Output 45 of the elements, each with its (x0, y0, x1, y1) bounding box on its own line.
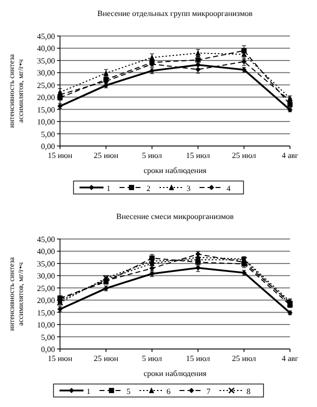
x-tick-label: 15 июл (186, 354, 210, 363)
legend-label: 2 (146, 184, 150, 193)
y-tick-label: 15,00 (37, 308, 55, 318)
x-axis-title: сроки наблюдения (144, 166, 207, 175)
y-tick-label: 0,00 (41, 142, 55, 151)
x-tick-label: 15 июл (186, 151, 210, 160)
x-tick-label: 15 июн (48, 354, 73, 363)
x-tick-label: 25 июл (232, 151, 256, 160)
y-tick-label: 20,00 (37, 93, 55, 102)
y-tick-label: 0,00 (41, 345, 55, 354)
legend-label: 8 (246, 387, 250, 396)
x-tick-label: 5 июл (142, 151, 162, 160)
y-tick-label: 25,00 (37, 80, 55, 90)
x-tick-label: 25 июн (94, 354, 119, 363)
y-tick-label: 35,00 (37, 259, 55, 268)
y-tick-label: 30,00 (37, 272, 55, 281)
y-tick-label: 45,00 (37, 32, 55, 41)
y-tick-label: 35,00 (37, 56, 55, 66)
y-tick-label: 10,00 (37, 118, 55, 127)
y-tick-label: 45,00 (37, 235, 55, 244)
x-axis-title: сроки наблюдения (144, 369, 207, 378)
y-tick-label: 10,00 (37, 320, 55, 330)
chart-title: Внесение смеси микроорганизмов (116, 212, 234, 221)
legend-label: 3 (186, 184, 190, 193)
x-tick-label: 4 авг (282, 354, 300, 363)
legend-label: 1 (86, 387, 90, 396)
y-tick-label: 20,00 (37, 296, 55, 306)
legend-label: 6 (166, 387, 170, 396)
y-tick-label: 40,00 (37, 247, 55, 256)
y-tick-label: 15,00 (37, 105, 55, 114)
x-tick-label: 15 июн (48, 151, 73, 160)
x-tick-label: 4 авг (282, 151, 300, 160)
y-tick-label: 40,00 (37, 44, 55, 54)
legend-label: 1 (106, 184, 110, 193)
legend-label: 7 (206, 387, 210, 396)
legend-label: 4 (226, 184, 230, 193)
x-tick-label: 5 июл (142, 354, 162, 363)
y-tick-label: 30,00 (37, 68, 55, 78)
legend-label: 5 (126, 387, 130, 396)
y-tick-label: 25,00 (37, 284, 55, 293)
chart-title: Внесение отдельных групп микроорганизмов (97, 9, 253, 18)
y-tick-label: 5,00 (41, 130, 55, 139)
y-tick-label: 5,00 (41, 332, 55, 342)
x-tick-label: 25 июл (232, 354, 256, 363)
x-tick-label: 25 июн (94, 151, 119, 160)
